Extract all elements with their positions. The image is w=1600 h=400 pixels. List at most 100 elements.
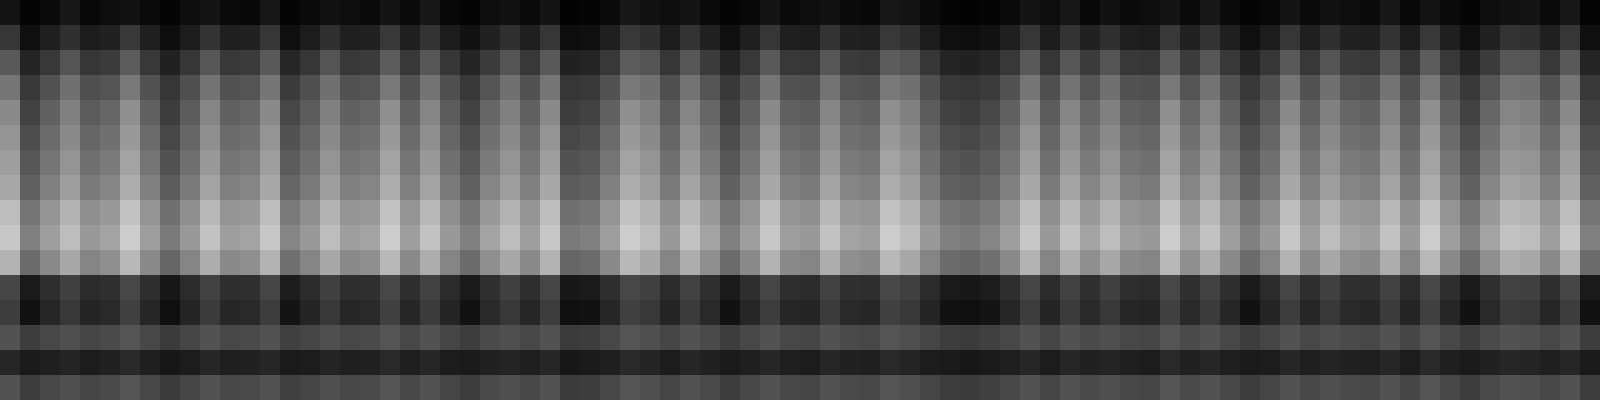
heatmap-cell <box>400 175 421 201</box>
heatmap-cell <box>760 375 781 400</box>
heatmap-cell <box>1020 250 1041 276</box>
heatmap-cell <box>1240 25 1261 51</box>
heatmap-cell <box>1080 350 1101 376</box>
heatmap-cell <box>180 325 201 351</box>
heatmap-cell <box>1320 375 1341 400</box>
heatmap-cell <box>1100 50 1121 76</box>
heatmap-cell <box>320 100 341 126</box>
heatmap-cell <box>1520 325 1541 351</box>
heatmap-cell <box>840 250 861 276</box>
heatmap-cell <box>1460 375 1481 400</box>
heatmap-cell <box>1200 25 1221 51</box>
heatmap-cell <box>500 75 521 101</box>
heatmap-cell <box>1440 100 1461 126</box>
heatmap-cell <box>1020 350 1041 376</box>
heatmap-cell <box>1260 25 1281 51</box>
heatmap-cell <box>960 50 981 76</box>
heatmap-cell <box>1380 275 1401 301</box>
heatmap-cell <box>960 125 981 151</box>
heatmap-cell <box>400 200 421 226</box>
heatmap-cell <box>400 225 421 251</box>
heatmap-cell <box>220 75 241 101</box>
heatmap-cell <box>660 375 681 400</box>
heatmap-cell <box>480 75 501 101</box>
heatmap-cell <box>940 25 961 51</box>
heatmap-cell <box>400 350 421 376</box>
heatmap-cell <box>1340 225 1361 251</box>
heatmap-cell <box>1420 300 1441 326</box>
heatmap-cell <box>1300 325 1321 351</box>
heatmap-cell <box>80 275 101 301</box>
heatmap-cell <box>540 100 561 126</box>
heatmap-cell <box>180 50 201 76</box>
heatmap-cell <box>1560 175 1581 201</box>
heatmap-cell <box>640 175 661 201</box>
heatmap-cell <box>280 100 301 126</box>
heatmap-cell <box>720 225 741 251</box>
heatmap-cell <box>1140 25 1161 51</box>
heatmap-cell <box>380 0 401 26</box>
heatmap-cell <box>180 250 201 276</box>
heatmap-cell <box>680 200 701 226</box>
heatmap-cell <box>1280 25 1301 51</box>
heatmap-cell <box>360 350 381 376</box>
heatmap-cell <box>1160 275 1181 301</box>
heatmap-cell <box>460 50 481 76</box>
heatmap-cell <box>860 225 881 251</box>
heatmap-cell <box>1500 350 1521 376</box>
heatmap-cell <box>140 375 161 400</box>
heatmap-cell <box>1380 75 1401 101</box>
heatmap-cell <box>520 0 541 26</box>
heatmap-cell <box>1500 325 1521 351</box>
heatmap-cell <box>1200 325 1221 351</box>
heatmap-cell <box>280 150 301 176</box>
heatmap-cell <box>1140 150 1161 176</box>
heatmap-cell <box>820 250 841 276</box>
heatmap-cell <box>1200 275 1221 301</box>
heatmap-cell <box>20 100 41 126</box>
heatmap-cell <box>800 350 821 376</box>
heatmap-cell <box>320 150 341 176</box>
heatmap-cell <box>1020 225 1041 251</box>
heatmap-cell <box>1220 375 1241 400</box>
heatmap-cell <box>1220 175 1241 201</box>
heatmap-cell <box>360 125 381 151</box>
heatmap-cell <box>1380 350 1401 376</box>
heatmap-cell <box>40 0 61 26</box>
heatmap-cell <box>80 325 101 351</box>
heatmap-cell <box>1420 175 1441 201</box>
heatmap-cell <box>160 300 181 326</box>
heatmap-cell <box>940 325 961 351</box>
heatmap-cell <box>480 325 501 351</box>
heatmap-cell <box>460 200 481 226</box>
chart-svg <box>0 0 1600 400</box>
heatmap-cell <box>740 375 761 400</box>
heatmap-cell <box>1040 125 1061 151</box>
heatmap-cell <box>1420 150 1441 176</box>
heatmap-cell <box>100 275 121 301</box>
heatmap-cell <box>1480 175 1501 201</box>
heatmap-cell <box>60 0 81 26</box>
heatmap-cell <box>120 300 141 326</box>
heatmap-cell <box>500 325 521 351</box>
heatmap-cell <box>1340 250 1361 276</box>
heatmap-cell <box>1040 325 1061 351</box>
heatmap-cell <box>500 125 521 151</box>
heatmap-cell <box>1320 225 1341 251</box>
heatmap-cell <box>1240 75 1261 101</box>
heatmap-cell <box>1520 150 1541 176</box>
heatmap-cell <box>20 275 41 301</box>
heatmap-cell <box>1280 325 1301 351</box>
heatmap-cell <box>960 275 981 301</box>
heatmap-cell <box>800 75 821 101</box>
heatmap-cell <box>300 250 321 276</box>
heatmap-cell <box>1280 300 1301 326</box>
heatmap-cell <box>960 250 981 276</box>
heatmap-cell <box>1340 325 1361 351</box>
heatmap-cell <box>1340 100 1361 126</box>
heatmap-cell <box>180 175 201 201</box>
heatmap-cell <box>740 100 761 126</box>
heatmap-cell <box>560 225 581 251</box>
heatmap-cell <box>300 200 321 226</box>
heatmap-cell <box>180 25 201 51</box>
